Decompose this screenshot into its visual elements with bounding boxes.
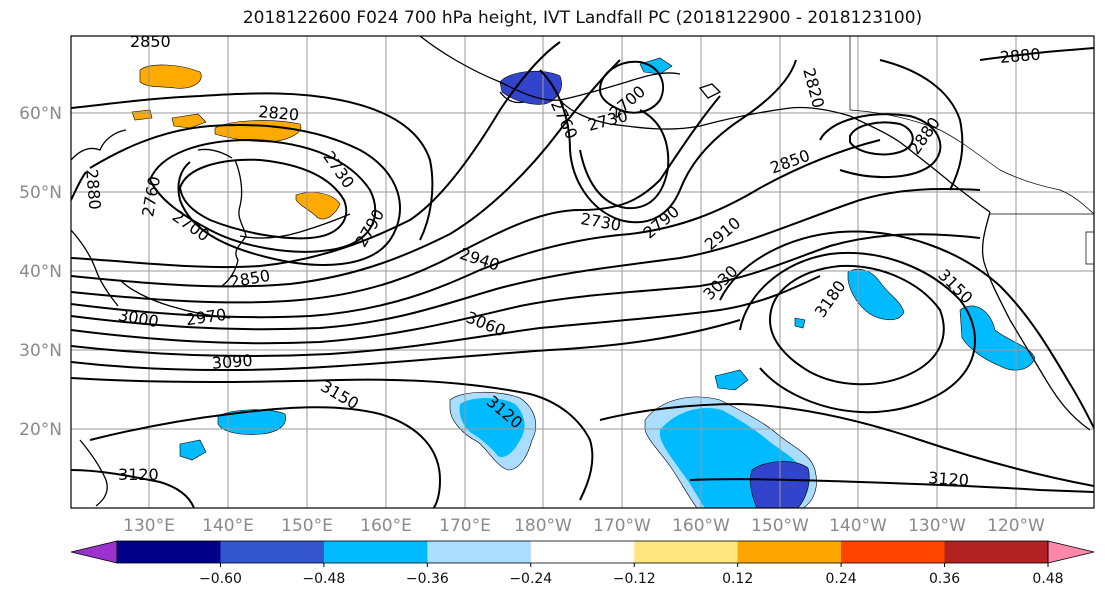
contour-label: 3120 xyxy=(118,465,159,484)
lon-label: 170°W xyxy=(593,516,651,536)
negative-anomaly-region xyxy=(179,439,207,461)
colorbar-segment xyxy=(530,541,635,563)
ivt-anomaly-shading xyxy=(131,57,1036,508)
lon-label: 170°E xyxy=(439,516,491,536)
colorbar-tick-label: −0.48 xyxy=(302,571,345,587)
lat-label: 30°N xyxy=(19,341,62,361)
colorbar-segment xyxy=(944,541,1049,563)
map-frame xyxy=(70,35,1095,509)
colorbar-tick-label: 0.48 xyxy=(1032,571,1063,587)
colorbar-segment xyxy=(841,541,946,563)
longitude-labels: 130°E 140°E 150°E 160°E 170°E 180°W 170°… xyxy=(123,516,1045,536)
colorbar-segment xyxy=(427,541,532,563)
colorbar-tick-label: −0.36 xyxy=(406,571,449,587)
colorbar-segment xyxy=(634,541,739,563)
colorbar-tick-label: −0.24 xyxy=(509,571,552,587)
lat-label: 20°N xyxy=(19,420,62,440)
negative-anomaly-region xyxy=(794,317,806,329)
colorbar-tick-label: 0.12 xyxy=(722,571,753,587)
chart-title: 2018122600 F024 700 hPa height, IVT Land… xyxy=(242,8,923,28)
lat-label: 40°N xyxy=(19,262,62,282)
positive-anomaly-region xyxy=(139,64,202,89)
colorbar-frame xyxy=(116,540,1049,564)
height-contours xyxy=(71,41,1094,508)
lon-label: 140°W xyxy=(829,516,887,536)
political-borders xyxy=(849,36,1094,265)
contour-label: 2880 xyxy=(82,168,104,210)
colorbar: −0.60 −0.48 −0.36 −0.24 −0.12 0.12 0.24 0.36 0.4… xyxy=(70,540,1095,587)
contour-label: 3120 xyxy=(928,468,970,490)
colorbar-segment xyxy=(117,541,221,563)
colorbar-tick-label: −0.12 xyxy=(613,571,656,587)
lon-label: 140°E xyxy=(202,516,254,536)
negative-anomaly-region xyxy=(714,369,749,391)
lon-label: 180°W xyxy=(514,516,572,536)
colorbar-segment xyxy=(220,541,325,563)
contour-label: 2850 xyxy=(130,32,171,51)
colorbar-segment xyxy=(737,541,842,563)
lon-label: 120°W xyxy=(987,516,1045,536)
colorbar-tick-label: 0.36 xyxy=(929,571,960,587)
negative-anomaly-region xyxy=(217,409,286,435)
colorbar-extension-high xyxy=(1047,540,1095,564)
colorbar-tick-label: −0.60 xyxy=(199,571,242,587)
lon-label: 150°E xyxy=(281,516,333,536)
lon-label: 160°W xyxy=(672,516,730,536)
lon-label: 130°E xyxy=(123,516,175,536)
contour-label: 3090 xyxy=(211,351,253,373)
colorbar-segment xyxy=(323,541,428,563)
negative-anomaly-region xyxy=(499,70,562,105)
lat-label: 50°N xyxy=(19,183,62,203)
lon-label: 130°W xyxy=(908,516,966,536)
lon-label: 160°E xyxy=(360,516,412,536)
colorbar-extension-low xyxy=(70,540,118,564)
negative-anomaly-region xyxy=(639,57,673,75)
contour-label: 2880 xyxy=(999,45,1041,67)
contour-label: 2820 xyxy=(258,102,300,124)
positive-anomaly-region xyxy=(171,113,207,129)
lon-label: 150°W xyxy=(751,516,809,536)
latitude-labels: 60°N 50°N 40°N 30°N 20°N xyxy=(19,104,62,440)
colorbar-tick-label: 0.24 xyxy=(826,571,857,587)
lat-label: 60°N xyxy=(19,104,62,124)
negative-anomaly-region xyxy=(459,398,525,458)
